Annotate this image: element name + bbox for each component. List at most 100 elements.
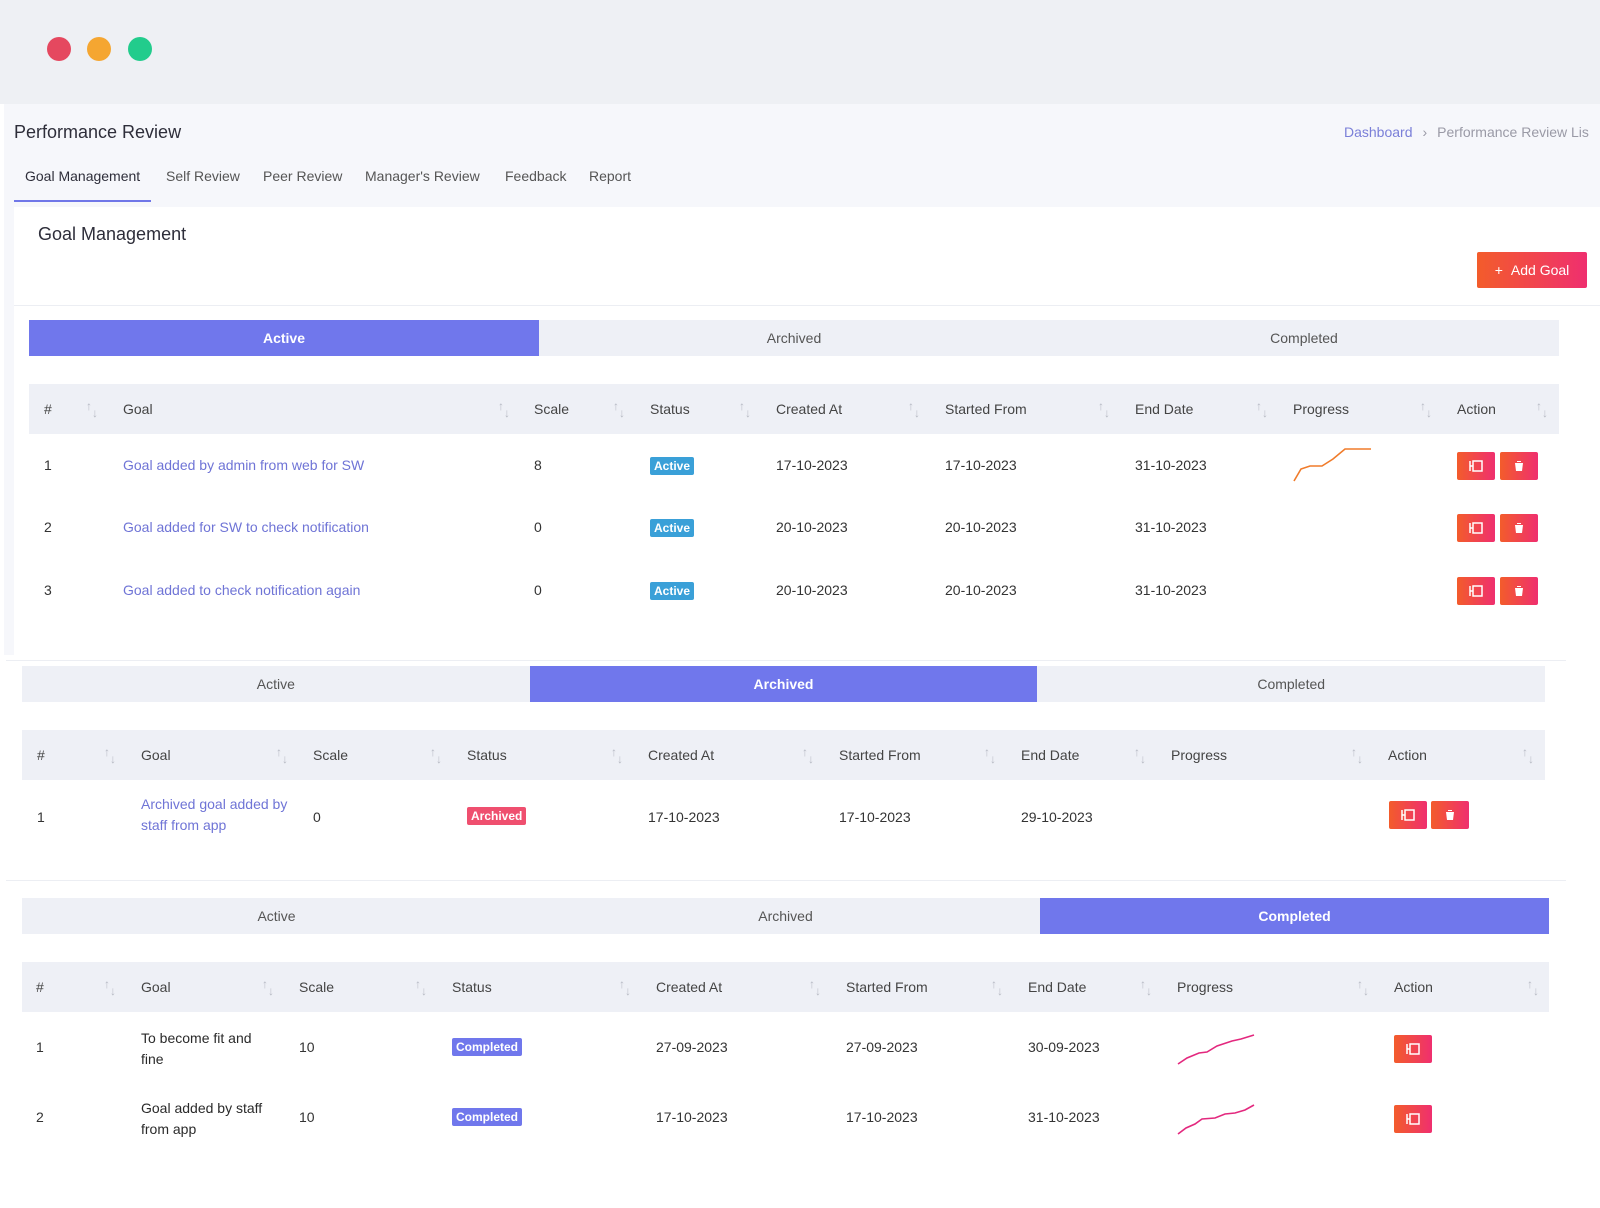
cell-goal: To become fit and fine: [141, 1030, 252, 1067]
sort-icon[interactable]: [430, 745, 444, 766]
col-started-from: Started From: [945, 401, 1027, 417]
segment-active[interactable]: Active: [256, 676, 295, 692]
table-row: 1 Archived goal added by staff from app …: [22, 782, 1545, 852]
cell-started-from: 17-10-2023: [839, 809, 911, 825]
segment-active[interactable]: Active: [257, 908, 296, 924]
goal-link[interactable]: Goal added to check notification again: [123, 582, 361, 598]
sort-icon[interactable]: [86, 399, 100, 420]
sort-icon[interactable]: [1527, 977, 1541, 998]
cell-number: 3: [44, 582, 52, 598]
edit-button[interactable]: [1394, 1105, 1432, 1133]
edit-button[interactable]: [1394, 1035, 1432, 1063]
add-goal-button[interactable]: + Add Goal: [1477, 252, 1587, 288]
sort-icon[interactable]: [104, 977, 118, 998]
cell-scale: 0: [313, 809, 321, 825]
sort-icon[interactable]: [613, 399, 627, 420]
sort-icon[interactable]: [262, 977, 276, 998]
tab-feedback[interactable]: Feedback: [505, 168, 567, 184]
edit-button[interactable]: [1389, 801, 1427, 829]
cell-started-from: 20-10-2023: [945, 582, 1017, 598]
segment-completed[interactable]: Completed: [1270, 330, 1338, 346]
col-goal: Goal: [141, 979, 171, 995]
trash-icon: [1514, 586, 1524, 596]
sort-icon[interactable]: [1420, 399, 1434, 420]
cell-number: 2: [44, 519, 52, 535]
maximize-window-button[interactable]: [128, 37, 152, 61]
sort-icon[interactable]: [611, 745, 625, 766]
cell-number: 1: [36, 1039, 44, 1055]
sort-icon[interactable]: [104, 745, 118, 766]
cell-scale: 0: [534, 519, 542, 535]
segment-active[interactable]: Active: [29, 320, 539, 356]
cell-created-at: 17-10-2023: [776, 457, 848, 473]
sort-icon[interactable]: [1351, 745, 1365, 766]
edit-icon: [1401, 809, 1415, 821]
sort-icon[interactable]: [276, 745, 290, 766]
cell-end-date: 31-10-2023: [1135, 582, 1207, 598]
tab-self-review[interactable]: Self Review: [166, 168, 240, 184]
close-window-button[interactable]: [47, 37, 71, 61]
sort-icon[interactable]: [984, 745, 998, 766]
status-segment-control: Active Archived Completed: [22, 898, 1549, 934]
goal-link[interactable]: Goal added by admin from web for SW: [123, 457, 365, 473]
completed-goals-panel: Active Archived Completed # Goal Scale S…: [6, 880, 1566, 1175]
breadcrumb-dashboard-link[interactable]: Dashboard: [1344, 124, 1413, 140]
col-scale: Scale: [299, 979, 335, 995]
cell-end-date: 30-09-2023: [1028, 1039, 1100, 1055]
edit-button[interactable]: [1457, 514, 1495, 542]
goal-link[interactable]: Goal added for SW to check notification: [123, 519, 369, 535]
delete-button[interactable]: [1500, 452, 1538, 480]
col-goal: Goal: [141, 747, 171, 763]
col-action: Action: [1388, 747, 1427, 763]
sort-icon[interactable]: [415, 977, 429, 998]
window-titlebar: [0, 0, 1600, 104]
tab-managers-review[interactable]: Manager's Review: [365, 168, 480, 184]
segment-archived[interactable]: Archived: [766, 330, 822, 346]
sort-icon[interactable]: [619, 977, 633, 998]
edit-button[interactable]: [1457, 452, 1495, 480]
sort-icon[interactable]: [1357, 977, 1371, 998]
sort-icon[interactable]: [802, 745, 816, 766]
tab-report[interactable]: Report: [589, 168, 632, 184]
sort-icon[interactable]: [498, 399, 512, 420]
goal-link[interactable]: Archived goal added by staff from app: [141, 796, 288, 833]
delete-button[interactable]: [1431, 801, 1469, 829]
cell-number: 1: [37, 809, 45, 825]
delete-button[interactable]: [1500, 514, 1538, 542]
col-status: Status: [650, 401, 690, 417]
progress-sparkline: [1293, 448, 1371, 482]
sort-icon[interactable]: [1098, 399, 1112, 420]
segment-completed[interactable]: Completed: [1257, 676, 1326, 692]
progress-sparkline: [1177, 1104, 1255, 1135]
sort-icon[interactable]: [1536, 399, 1550, 420]
table-header: # Goal Scale Status Created At Started F…: [29, 384, 1559, 434]
segment-completed[interactable]: Completed: [1040, 898, 1549, 934]
tab-peer-review[interactable]: Peer Review: [263, 168, 343, 184]
tab-goal-management[interactable]: Goal Management: [14, 162, 152, 202]
cell-created-at: 20-10-2023: [776, 519, 848, 535]
col-status: Status: [452, 979, 492, 995]
sort-icon[interactable]: [739, 399, 753, 420]
delete-button[interactable]: [1500, 577, 1538, 605]
segment-archived[interactable]: Archived: [758, 908, 813, 924]
sort-icon[interactable]: [991, 977, 1005, 998]
status-badge: Archived: [467, 807, 527, 825]
minimize-window-button[interactable]: [87, 37, 111, 61]
cell-end-date: 31-10-2023: [1135, 457, 1207, 473]
col-end-date: End Date: [1028, 979, 1087, 995]
sort-icon[interactable]: [809, 977, 823, 998]
col-number: #: [44, 401, 52, 417]
edit-button[interactable]: [1457, 577, 1495, 605]
sort-icon[interactable]: [908, 399, 922, 420]
table-row: 1 To become fit and fine 10 Completed 27…: [22, 1014, 1549, 1084]
col-created-at: Created At: [656, 979, 723, 995]
table-row: 2 Goal added for SW to check notificatio…: [29, 496, 1559, 558]
breadcrumb-current: Performance Review Lis: [1437, 124, 1589, 140]
segment-archived[interactable]: Archived: [529, 666, 1038, 702]
sort-icon[interactable]: [1134, 745, 1148, 766]
col-scale: Scale: [313, 747, 349, 763]
status-badge: Completed: [452, 1108, 523, 1126]
sort-icon[interactable]: [1256, 399, 1270, 420]
sort-icon[interactable]: [1522, 745, 1536, 766]
sort-icon[interactable]: [1140, 977, 1154, 998]
